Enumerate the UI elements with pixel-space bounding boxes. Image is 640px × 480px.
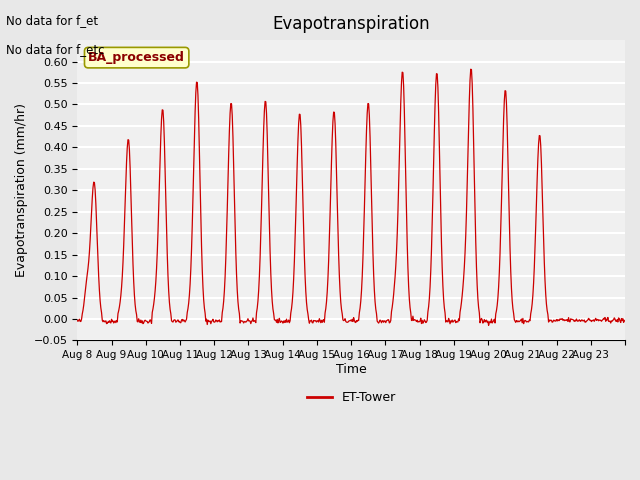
X-axis label: Time: Time [336, 363, 367, 376]
Title: Evapotranspiration: Evapotranspiration [273, 15, 430, 33]
Legend: ET-Tower: ET-Tower [301, 386, 401, 409]
Text: No data for f_etc: No data for f_etc [6, 43, 105, 56]
Text: No data for f_et: No data for f_et [6, 14, 99, 27]
Text: BA_processed: BA_processed [88, 51, 185, 64]
Y-axis label: Evapotranspiration (mm/hr): Evapotranspiration (mm/hr) [15, 103, 28, 277]
